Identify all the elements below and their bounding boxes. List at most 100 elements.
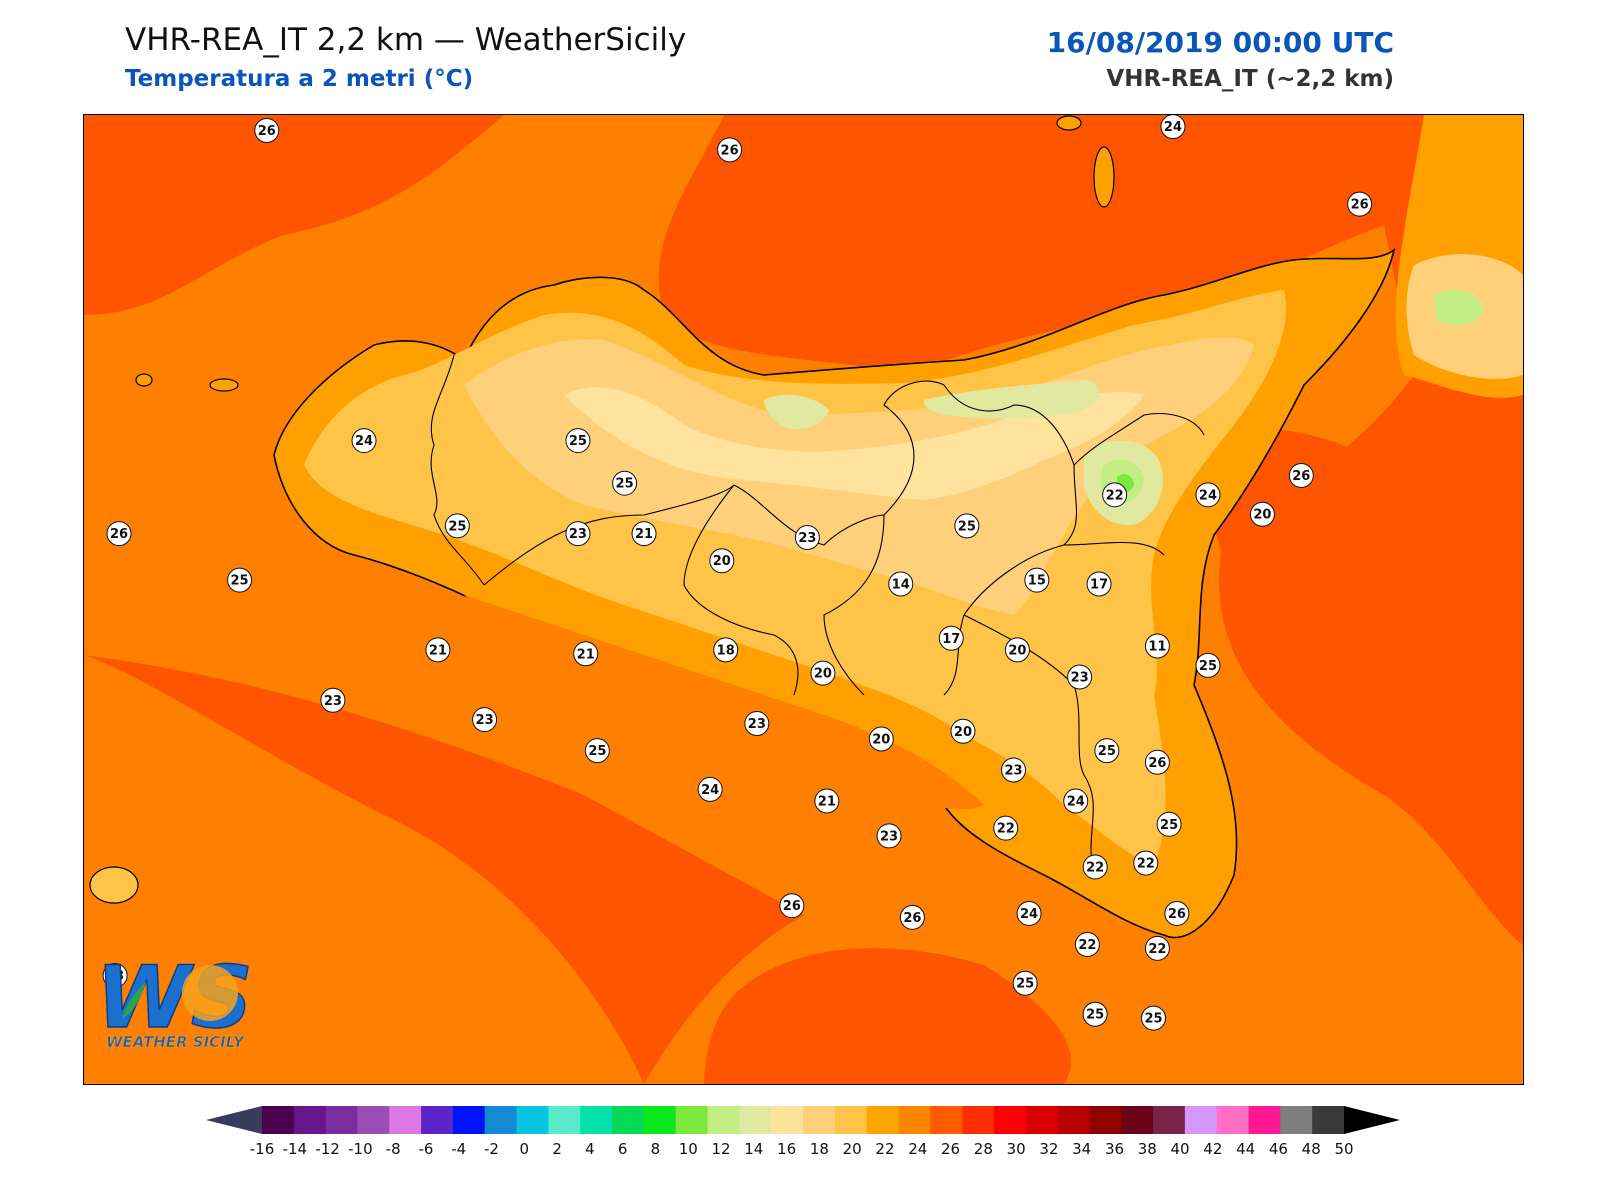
station-circle [1016, 900, 1042, 926]
station-temperature-label: 14 [892, 577, 910, 592]
valid-datetime: 16/08/2019 00:00 UTC [1046, 26, 1394, 59]
temperature-map: 26 24 26 26 26 25 24 25 25 25 23 21 20 23 14 25 15 17 22 24… [83, 114, 1524, 1085]
station-temperature-label: 24 [355, 434, 373, 449]
sea-hot-patch-south [704, 948, 1072, 1084]
colorbar-cell [1312, 1106, 1345, 1134]
station-temperature-label: 22 [1086, 860, 1104, 875]
station-temperature-label: 22 [1148, 942, 1166, 957]
station-circle [744, 711, 770, 737]
station-marker: 23 [472, 707, 498, 733]
station-marker: 26 [779, 893, 805, 919]
station-temperature-label: 26 [903, 911, 921, 926]
station-marker: 21 [814, 788, 840, 814]
station-marker: 23 [565, 521, 591, 547]
station-temperature-label: 25 [1086, 1008, 1104, 1023]
colorbar-cell [1280, 1106, 1313, 1134]
colorbar-tick-label: 18 [810, 1140, 829, 1158]
station-marker: 25 [1082, 1001, 1108, 1027]
station-circle [1144, 935, 1170, 961]
station-circle [227, 567, 253, 593]
station-temperature-label: 22 [1137, 857, 1155, 872]
station-circle [1086, 571, 1112, 597]
colorbar-tick-label: -8 [386, 1140, 401, 1158]
station-circle [954, 513, 980, 539]
station-temperature-label: 17 [1090, 577, 1108, 592]
station-circle [254, 118, 280, 144]
colorbar-tick-label: 36 [1105, 1140, 1124, 1158]
temperature-colorbar: -16 -14 -12 -10 -8 -6 -4 -2 0 2 4 6 8 10 12 14 16 18 20 22 2… [206, 1106, 1400, 1158]
station-marker: 22 [1102, 482, 1128, 508]
station-temperature-label: 25 [569, 434, 587, 449]
station-temperature-label: 26 [1148, 756, 1166, 771]
colorbar-tick-label: 10 [679, 1140, 698, 1158]
colorbar-cell [580, 1106, 613, 1134]
station-marker: 20 [810, 660, 836, 686]
station-circle [993, 815, 1019, 841]
colorbar-tick-label: -2 [484, 1140, 499, 1158]
colorbar-tick-label: 2 [552, 1140, 562, 1158]
station-temperature-label: 18 [717, 643, 735, 658]
logo-sun-icon [182, 965, 238, 1021]
calabria-core [1434, 290, 1484, 326]
station-circle [1195, 652, 1221, 678]
station-circle [102, 962, 128, 988]
station-marker: 24 [1016, 900, 1042, 926]
colorbar-cell [262, 1106, 295, 1134]
station-marker: 18 [713, 637, 739, 663]
station-marker: 24 [1063, 788, 1089, 814]
station-marker: 25 [1094, 738, 1120, 764]
colorbar-tick-label: -16 [250, 1140, 275, 1158]
station-temperature-label: 25 [616, 477, 634, 492]
station-temperature-label: 21 [635, 527, 653, 542]
colorbar-tick-label: 22 [875, 1140, 894, 1158]
station-circle [938, 625, 964, 651]
station-temperature-label: 21 [577, 647, 595, 662]
station-circle [1288, 462, 1314, 488]
station-markers: 26 24 26 26 26 25 24 25 25 25 23 21 20 23 14 25 15 17 22 24… [102, 115, 1373, 1031]
station-temperature-label: 26 [110, 527, 128, 542]
station-circle [697, 776, 723, 802]
station-circle [1063, 788, 1089, 814]
colorbar-cell [739, 1106, 772, 1134]
colorbar-cell [325, 1106, 358, 1134]
station-marker: 25 [1012, 970, 1038, 996]
colorbar-cell [1184, 1106, 1218, 1134]
colorbar-tick-label: 32 [1039, 1140, 1058, 1158]
station-temperature-label: 26 [783, 899, 801, 914]
station-circle [565, 521, 591, 547]
station-circle [1001, 757, 1027, 783]
colorbar-cell [389, 1106, 422, 1134]
station-marker: 23 [876, 823, 902, 849]
colorbar-cell [993, 1106, 1027, 1134]
station-circle [1141, 1005, 1167, 1031]
colorbar-cell [803, 1106, 836, 1134]
sea-hot-patch-east [1207, 428, 1523, 815]
colorbar-cell [1057, 1106, 1090, 1134]
station-circle [810, 660, 836, 686]
station-circle [1024, 567, 1050, 593]
station-circle [1144, 633, 1170, 659]
colorbar-cell [1216, 1106, 1250, 1134]
station-marker: 15 [1024, 567, 1050, 593]
colorbar-cell [484, 1106, 518, 1134]
station-circle [1074, 931, 1100, 957]
station-temperature-label: 25 [1144, 1012, 1162, 1027]
station-marker: 25 [1195, 652, 1221, 678]
colorbar-cell [643, 1106, 677, 1134]
station-circle [472, 707, 498, 733]
station-circle [1347, 191, 1373, 217]
station-marker: 20 [1249, 501, 1275, 527]
station-temperature-label: 22 [1078, 938, 1096, 953]
station-circle [814, 788, 840, 814]
station-temperature-label: 26 [1292, 469, 1310, 484]
colorbar-tick-label: 38 [1138, 1140, 1157, 1158]
station-marker: 24 [1195, 482, 1221, 508]
station-circle [612, 470, 638, 496]
station-circle [1156, 811, 1182, 837]
station-marker: 26 [1288, 462, 1314, 488]
colorbar-cell [898, 1106, 931, 1134]
station-circle [1082, 854, 1108, 880]
colorbar-tick-label: -10 [348, 1140, 373, 1158]
colorbar-tick-label: -4 [451, 1140, 466, 1158]
station-circle [899, 904, 925, 930]
